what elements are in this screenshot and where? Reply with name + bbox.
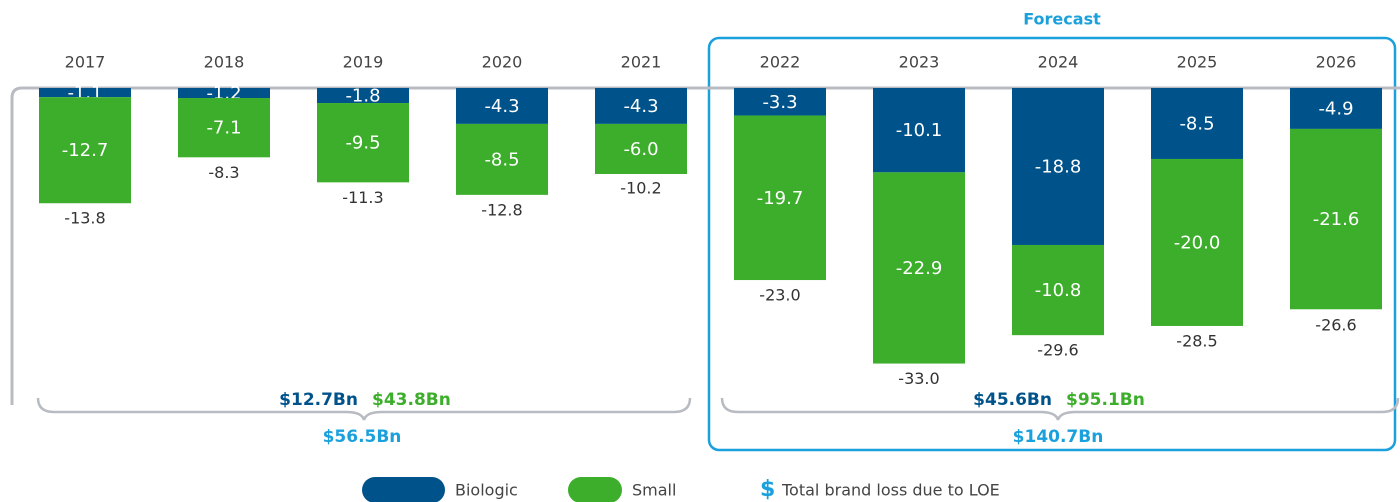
period-bracket: [10, 86, 1400, 405]
segment-label: -10.1: [896, 120, 943, 141]
forecast-label: Forecast: [1023, 10, 1101, 29]
total-label: -33.0: [898, 369, 939, 388]
total-label: -10.2: [620, 179, 661, 198]
x-tick-label: 2026: [1316, 53, 1357, 72]
segment-label: -21.6: [1313, 209, 1360, 230]
bar-segment: [1151, 88, 1243, 159]
bar-segment: [178, 88, 270, 99]
x-tick-label: 2024: [1038, 53, 1079, 72]
bar-segment: [734, 88, 826, 116]
bar-segment: [456, 123, 548, 195]
segment-label: -8.5: [484, 149, 519, 170]
legend-note: Total brand loss due to LOE: [781, 481, 1000, 500]
period-total: $140.7Bn: [1013, 427, 1104, 447]
bar-segment: [1290, 128, 1382, 310]
legend-swatch: [362, 477, 445, 502]
bar-segment: [595, 123, 687, 175]
total-label: -26.6: [1315, 316, 1356, 335]
segment-label: -7.1: [206, 118, 241, 139]
x-tick-label: 2017: [65, 53, 106, 72]
total-label: -29.6: [1037, 341, 1078, 360]
bar-segment: [873, 172, 965, 364]
brace: [36, 397, 692, 421]
forecast-box: [707, 36, 1397, 452]
x-tick-label: 2023: [899, 53, 940, 72]
bar-segment: [595, 88, 687, 124]
bar-segment: [39, 97, 131, 204]
total-label: -28.5: [1176, 331, 1217, 350]
x-tick-label: 2020: [482, 53, 523, 72]
bar-segment: [1290, 88, 1382, 129]
segment-label: -10.8: [1035, 280, 1082, 301]
bar-segment: [317, 103, 409, 183]
x-tick-label: 2025: [1177, 53, 1218, 72]
segment-label: -20.0: [1174, 232, 1221, 253]
period-biologic: $12.7Bn: [279, 390, 358, 410]
segment-label: -8.5: [1179, 113, 1214, 134]
bar-segment: [317, 88, 409, 104]
bar-segment: [178, 98, 270, 158]
total-label: -23.0: [759, 286, 800, 305]
bar-segment: [1012, 244, 1104, 336]
period-total: $56.5Bn: [323, 427, 402, 447]
segment-label: -1.8: [345, 86, 380, 107]
segment-label: -6.0: [623, 139, 658, 160]
total-label: -12.8: [481, 200, 522, 219]
total-label: -13.8: [64, 209, 105, 228]
segment-label: -9.5: [345, 133, 380, 154]
period-biologic: $45.6Bn: [973, 390, 1052, 410]
bar-segment: [1012, 88, 1104, 245]
segment-label: -3.3: [762, 92, 797, 113]
bar-segment: [734, 115, 826, 281]
bar-segment: [1151, 158, 1243, 326]
segment-label: -4.3: [484, 96, 519, 117]
legend-symbol: $: [760, 477, 775, 502]
legend-swatch: [568, 477, 622, 502]
brace: [720, 397, 1400, 421]
segment-label: -22.9: [896, 258, 943, 279]
total-label: -11.3: [342, 188, 383, 207]
bar-segment: [456, 88, 548, 124]
bar-segment: [39, 88, 131, 98]
period-small: $95.1Bn: [1066, 390, 1145, 410]
segment-label: -12.7: [62, 140, 109, 161]
legend-label: Small: [632, 481, 676, 500]
segment-label: -4.3: [623, 96, 658, 117]
total-label: -8.3: [208, 163, 239, 182]
x-tick-label: 2018: [204, 53, 245, 72]
segment-label: -19.7: [757, 188, 804, 209]
x-tick-label: 2022: [760, 53, 801, 72]
segment-label: -4.9: [1318, 98, 1353, 119]
legend-label: Biologic: [455, 481, 518, 500]
segment-label: -18.8: [1035, 156, 1082, 177]
x-tick-label: 2019: [343, 53, 384, 72]
x-tick-label: 2021: [621, 53, 662, 72]
bar-segment: [873, 88, 965, 173]
period-small: $43.8Bn: [372, 390, 451, 410]
